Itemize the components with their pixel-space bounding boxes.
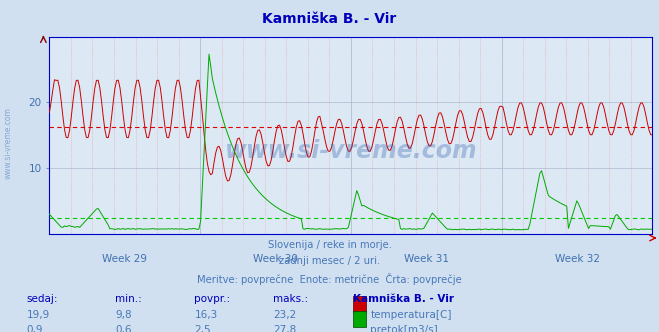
Text: min.:: min.: bbox=[115, 294, 142, 304]
Text: sedaj:: sedaj: bbox=[26, 294, 58, 304]
Text: 23,2: 23,2 bbox=[273, 310, 297, 320]
Text: povpr.:: povpr.: bbox=[194, 294, 231, 304]
Text: Week 32: Week 32 bbox=[554, 254, 600, 264]
Text: www.si-vreme.com: www.si-vreme.com bbox=[3, 107, 13, 179]
Text: maks.:: maks.: bbox=[273, 294, 308, 304]
Text: Week 29: Week 29 bbox=[102, 254, 148, 264]
Text: Meritve: povprečne  Enote: metrične  Črta: povprečje: Meritve: povprečne Enote: metrične Črta:… bbox=[197, 273, 462, 285]
Text: www.si-vreme.com: www.si-vreme.com bbox=[225, 139, 477, 163]
Text: pretok[m3/s]: pretok[m3/s] bbox=[370, 325, 438, 332]
Text: 2,5: 2,5 bbox=[194, 325, 211, 332]
Text: Week 31: Week 31 bbox=[404, 254, 449, 264]
Text: temperatura[C]: temperatura[C] bbox=[370, 310, 452, 320]
Text: 9,8: 9,8 bbox=[115, 310, 132, 320]
Text: 16,3: 16,3 bbox=[194, 310, 217, 320]
Text: Kamniška B. - Vir: Kamniška B. - Vir bbox=[353, 294, 453, 304]
Text: Kamniška B. - Vir: Kamniška B. - Vir bbox=[262, 12, 397, 26]
Text: 27,8: 27,8 bbox=[273, 325, 297, 332]
Text: 0,6: 0,6 bbox=[115, 325, 132, 332]
Text: Week 30: Week 30 bbox=[253, 254, 298, 264]
Text: Slovenija / reke in morje.: Slovenija / reke in morje. bbox=[268, 240, 391, 250]
Text: zadnji mesec / 2 uri.: zadnji mesec / 2 uri. bbox=[279, 256, 380, 266]
Text: 0,9: 0,9 bbox=[26, 325, 43, 332]
Text: 19,9: 19,9 bbox=[26, 310, 49, 320]
